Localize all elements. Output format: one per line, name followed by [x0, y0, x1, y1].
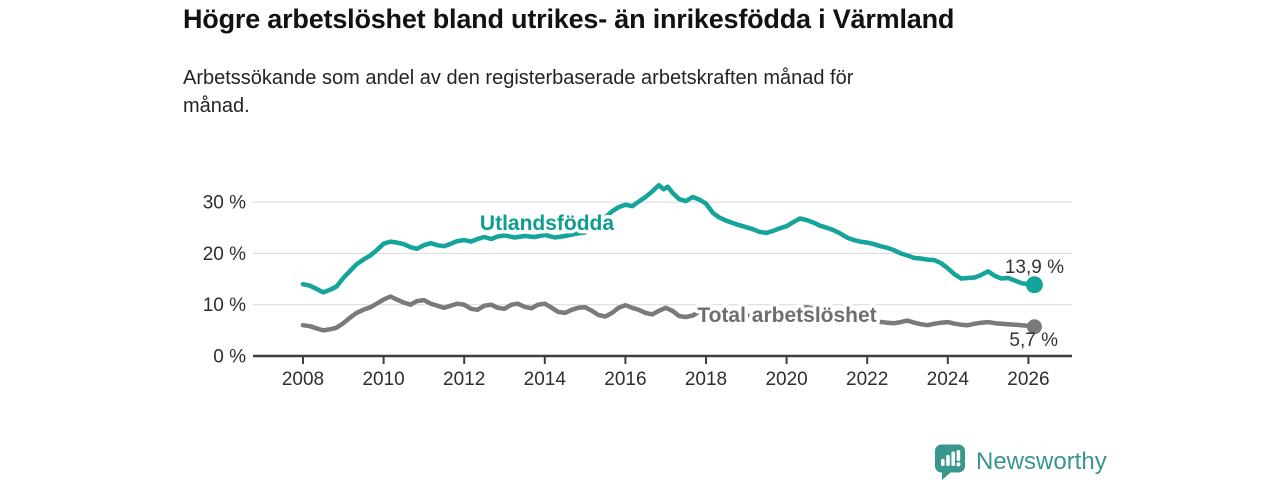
- end-value-total-arbetsloshet: 5,7 %: [1009, 330, 1058, 351]
- x-axis-tick-label: 2020: [765, 369, 807, 390]
- x-axis-tick-label: 2010: [362, 369, 404, 390]
- y-axis-tick-label: 20 %: [203, 244, 246, 265]
- series-label-utlandsfodda: Utlandsfödda: [480, 212, 614, 235]
- x-axis-labels-group: 2008 2010 2012 2014 2016 2018 2020 2022 2024 2026: [282, 369, 1050, 390]
- y-axis-tick-label: 0 %: [213, 347, 246, 368]
- x-axis-tick-label: 2014: [524, 369, 567, 390]
- x-axis-tick-label: 2018: [685, 369, 727, 390]
- x-axis-tick-label: 2022: [846, 369, 888, 390]
- series-end-dot-0: [1025, 276, 1043, 294]
- speech-bubble-tail: [942, 472, 951, 480]
- y-axis-labels-group: 0 % 10 % 20 % 30 %: [203, 193, 246, 368]
- x-axis-tick-label: 2012: [443, 369, 485, 390]
- y-axis-tick-label: 30 %: [203, 193, 246, 214]
- series-line-1: [300, 294, 1037, 333]
- series-end-dot-1: [1026, 319, 1042, 335]
- gridlines-group: [253, 201, 1072, 306]
- newsworthy-icon: [935, 444, 965, 480]
- end-value-utlandsfodda: 13,9 %: [1005, 257, 1064, 278]
- series-label-total-arbetsloshet: Total arbetslöshet: [697, 304, 876, 327]
- newsworthy-wordmark: Newsworthy: [976, 448, 1107, 475]
- x-axis-group: [253, 354, 1072, 364]
- x-axis-tick-label: 2026: [1007, 369, 1049, 390]
- x-axis-tick-label: 2016: [604, 369, 646, 390]
- newsworthy-logo[interactable]: Newsworthy: [934, 444, 1107, 480]
- series-line-0: [300, 182, 1037, 295]
- chart-title: Högre arbetslöshet bland utrikes- än inr…: [183, 4, 955, 34]
- chart-subtitle: Arbetssökande som andel av den registerb…: [183, 67, 854, 118]
- series-group: [300, 182, 1043, 335]
- y-axis-tick-label: 10 %: [203, 295, 246, 316]
- x-axis-tick-label: 2024: [927, 369, 970, 390]
- x-axis-tick-label: 2008: [282, 369, 324, 390]
